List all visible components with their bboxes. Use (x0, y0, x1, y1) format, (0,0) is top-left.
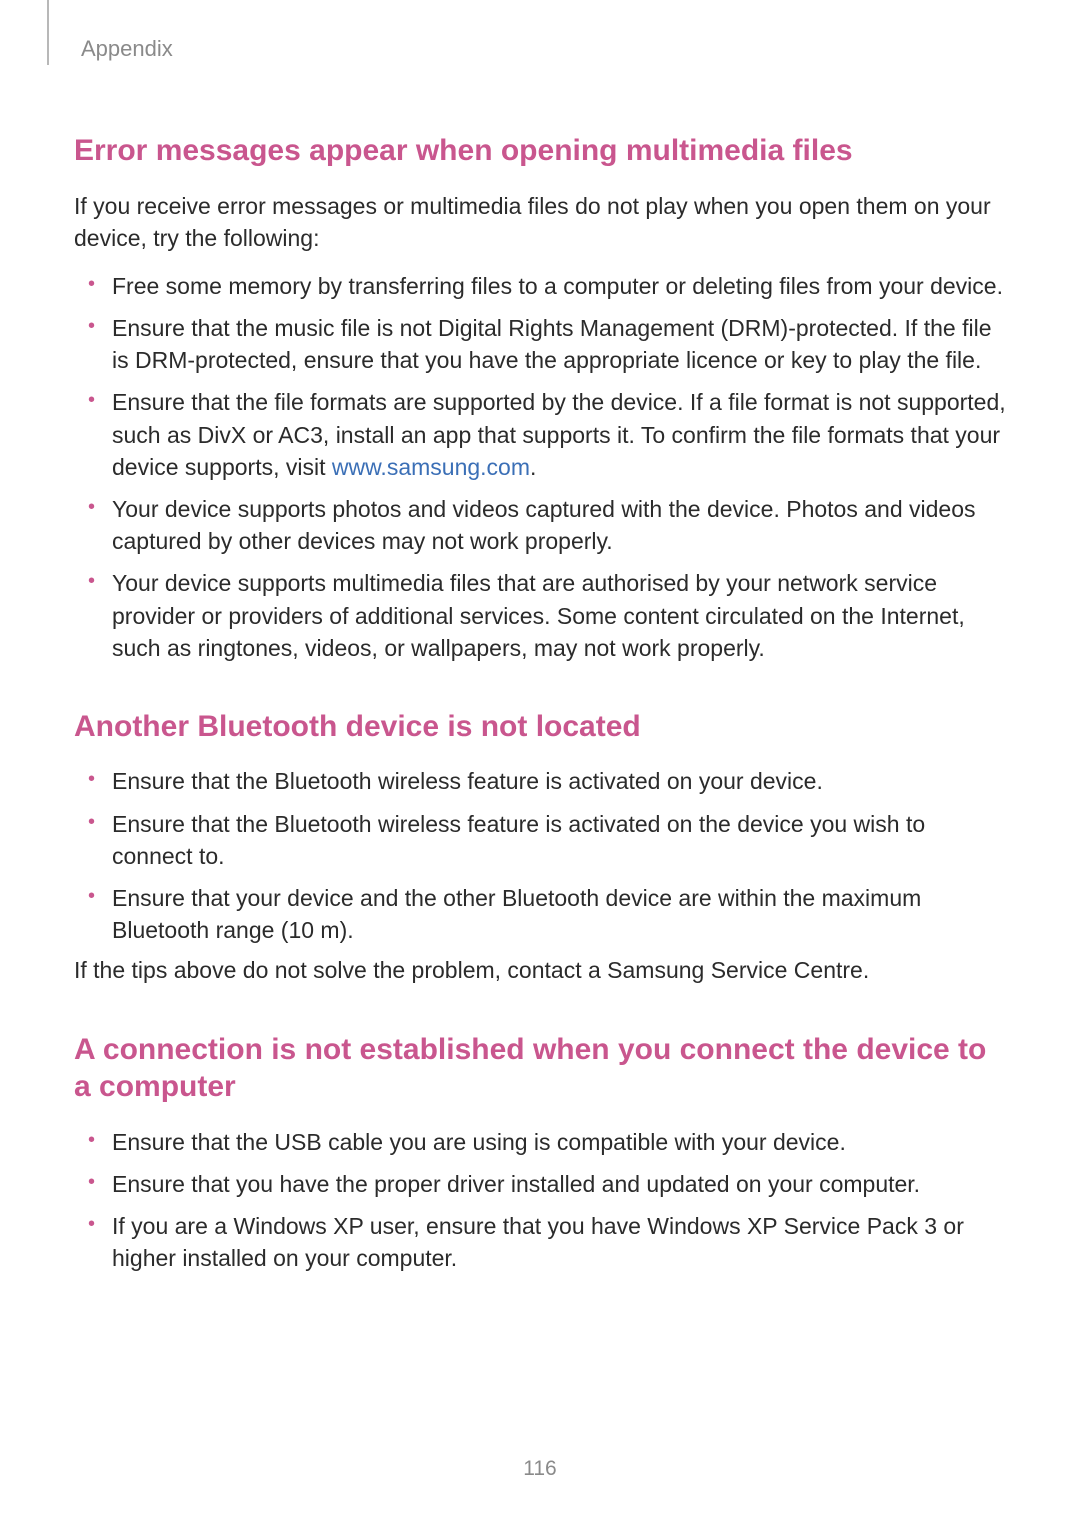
bullet-list-connection: Ensure that the USB cable you are using … (74, 1126, 1006, 1275)
closing-text: If the tips above do not solve the probl… (74, 954, 1006, 986)
section-heading-bluetooth: Another Bluetooth device is not located (74, 708, 1006, 746)
list-item: Ensure that your device and the other Bl… (74, 882, 1006, 946)
section-heading-multimedia: Error messages appear when opening multi… (74, 132, 1006, 170)
intro-text: If you receive error messages or multime… (74, 190, 1006, 254)
list-item: Ensure that the Bluetooth wireless featu… (74, 808, 1006, 872)
page-content: Appendix Error messages appear when open… (0, 0, 1080, 1274)
header-label: Appendix (81, 36, 1006, 62)
bullet-list-bluetooth: Ensure that the Bluetooth wireless featu… (74, 765, 1006, 946)
list-item: If you are a Windows XP user, ensure tha… (74, 1210, 1006, 1274)
list-item: Ensure that the Bluetooth wireless featu… (74, 765, 1006, 797)
page-number: 116 (0, 1457, 1080, 1481)
list-item: Ensure that the file formats are support… (74, 386, 1006, 483)
list-item: Free some memory by transferring files t… (74, 270, 1006, 302)
section-heading-connection: A connection is not established when you… (74, 1031, 1006, 1106)
list-item: Ensure that you have the proper driver i… (74, 1168, 1006, 1200)
list-item: Your device supports multimedia files th… (74, 567, 1006, 664)
list-item: Ensure that the USB cable you are using … (74, 1126, 1006, 1158)
header-rule (47, 0, 49, 65)
list-item: Your device supports photos and videos c… (74, 493, 1006, 557)
bullet-list-multimedia: Free some memory by transferring files t… (74, 270, 1006, 664)
samsung-link[interactable]: www.samsung.com (332, 454, 530, 480)
list-item-text-pre: Ensure that the file formats are support… (112, 389, 1006, 479)
list-item: Ensure that the music file is not Digita… (74, 312, 1006, 376)
list-item-text-post: . (530, 454, 536, 480)
